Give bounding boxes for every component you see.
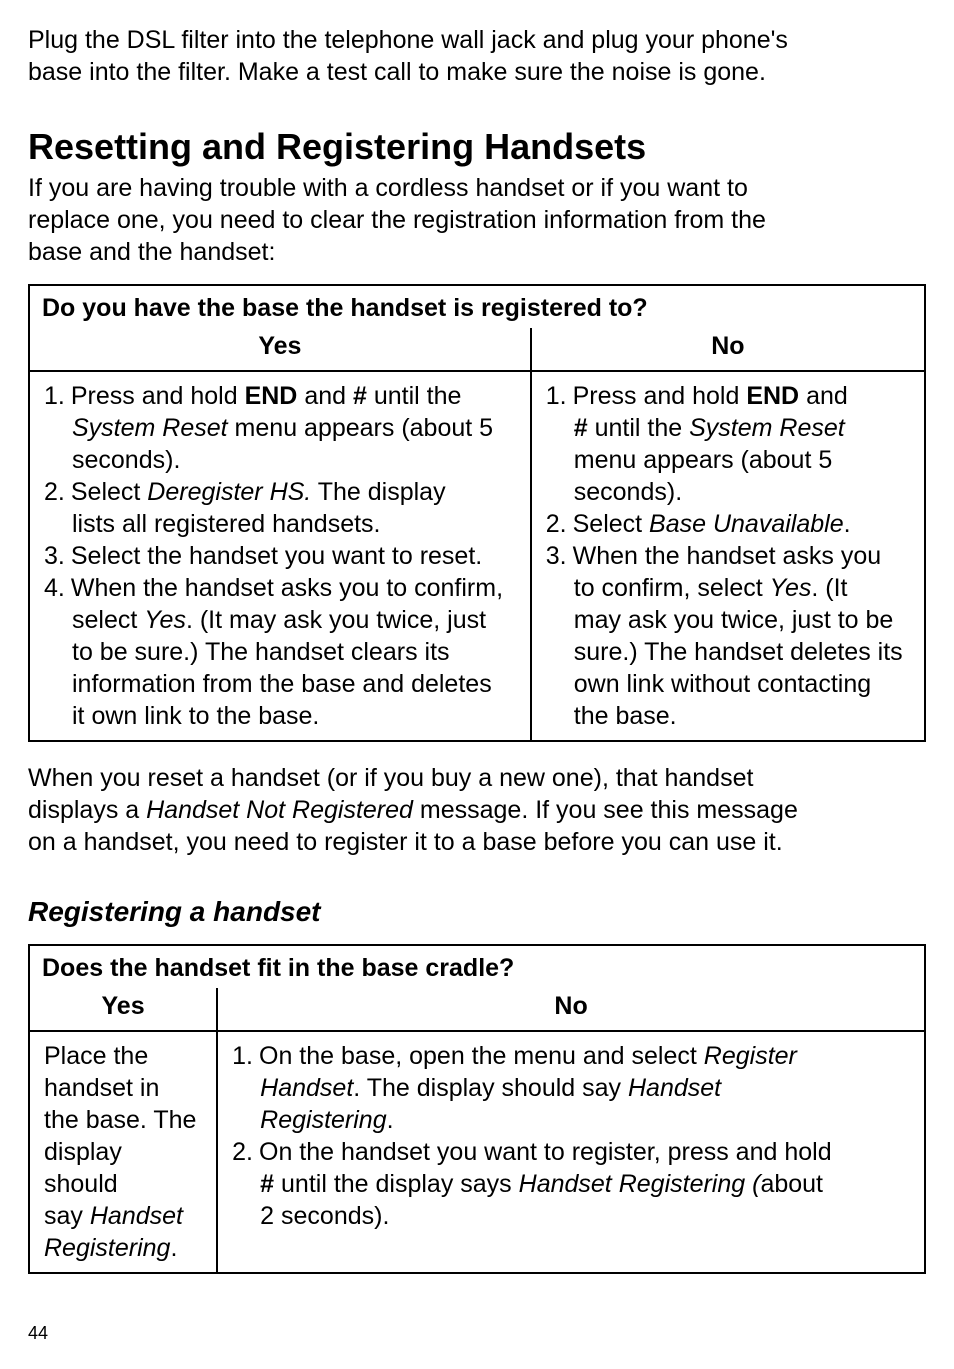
list-num: 2. [546,508,573,540]
list-num: 1. [232,1040,259,1072]
page-number: 44 [28,1322,926,1345]
list-item: Select the handset you want to reset. [71,540,516,572]
list-item-cont: 2 seconds). [232,1200,910,1232]
text: on a handset, you need to register it to… [28,828,783,856]
column-header-no: No [531,328,925,371]
list-num: 4. [44,572,71,604]
list-item-cont: lists all registered handsets. [44,508,516,540]
cell-no: 1. On the base, open the menu and select… [217,1031,925,1273]
list-item-cont: System Reset menu appears (about 5 [44,412,516,444]
list-item: On the base, open the menu and select Re… [259,1040,910,1072]
list-item-cont: Registering. [232,1104,910,1136]
cell-no: 1. Press and hold END and # until the Sy… [531,371,925,741]
list-item: When the handset asks you [573,540,910,572]
list-item-cont: to be sure.) The handset clears its [44,636,516,668]
list-item: When the handset asks you to confirm, [71,572,516,604]
list-item-cont: seconds). [546,476,910,508]
list-item-cont: # until the System Reset [546,412,910,444]
section-heading: Resetting and Registering Handsets [28,124,926,170]
list-item-cont: may ask you twice, just to be [546,604,910,636]
text: replace one, you need to clear the regis… [28,206,766,234]
list-item-cont: seconds). [44,444,516,476]
list-item: Select Base Unavailable. [573,508,910,540]
text: base and the handset: [28,238,275,266]
cell-yes: Place the handset in the base. The displ… [29,1031,217,1273]
list-item: Press and hold END and # until the [71,380,516,412]
list-num: 1. [546,380,573,412]
list-item: On the handset you want to register, pre… [259,1136,910,1168]
text: Plug the DSL filter into the telephone w… [28,26,788,54]
list-item-cont: # until the display says Handset Registe… [232,1168,910,1200]
column-header-no: No [217,988,925,1031]
column-header-yes: Yes [29,988,217,1031]
list-item: Press and hold END and [573,380,910,412]
list-num: 1. [44,380,71,412]
list-num: 2. [232,1136,259,1168]
list-item-cont: sure.) The handset deletes its [546,636,910,668]
section-intro: If you are having trouble with a cordles… [28,172,926,268]
table-registered-base: Do you have the base the handset is regi… [28,284,926,742]
table-title: Does the handset fit in the base cradle? [29,945,925,988]
list-item-cont: select Yes. (It may ask you twice, just [44,604,516,636]
text: base into the filter. Make a test call t… [28,58,766,86]
cell-yes: 1. Press and hold END and # until the Sy… [29,371,531,741]
text: When you reset a handset (or if you buy … [28,764,753,792]
list-num: 3. [546,540,573,572]
list-item-cont: Handset. The display should say Handset [232,1072,910,1104]
column-header-yes: Yes [29,328,531,371]
table-fit-cradle: Does the handset fit in the base cradle?… [28,944,926,1274]
list-item-cont: it own link to the base. [44,700,516,732]
list-item-cont: own link without contacting [546,668,910,700]
table-title: Do you have the base the handset is regi… [29,285,925,328]
text: displays a Handset Not Registered messag… [28,796,798,824]
subsection-heading: Registering a handset [28,894,926,930]
list-item-cont: menu appears (about 5 [546,444,910,476]
intro-paragraph: Plug the DSL filter into the telephone w… [28,24,926,88]
list-item-cont: to confirm, select Yes. (It [546,572,910,604]
list-item-cont: the base. [546,700,910,732]
list-num: 2. [44,476,71,508]
list-item-cont: information from the base and deletes [44,668,516,700]
list-item: Select Deregister HS. The display [71,476,516,508]
text: If you are having trouble with a cordles… [28,174,748,202]
list-num: 3. [44,540,71,572]
paragraph: When you reset a handset (or if you buy … [28,762,926,858]
